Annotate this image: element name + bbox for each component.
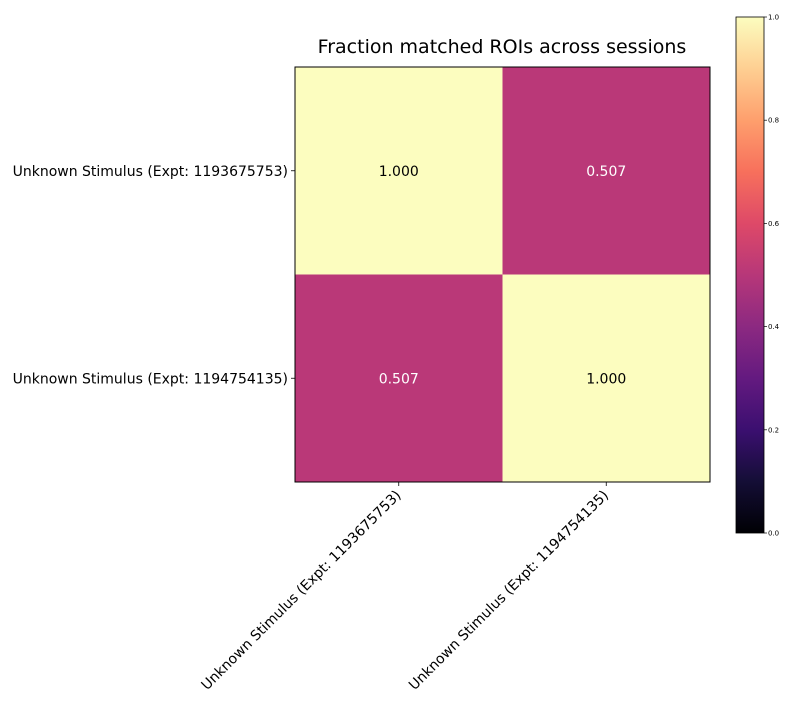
colorbar-tick-label: 0.8 <box>768 117 779 125</box>
heatmap-cells <box>295 67 710 482</box>
colorbar-tick-label: 1.0 <box>768 14 779 22</box>
heatmap-cell <box>502 67 710 275</box>
plot-frame <box>294 66 711 483</box>
colorbar-tick-label: 0.6 <box>768 220 780 228</box>
x-tick-label: Unknown Stimulus (Expt: 1193675753) <box>199 488 405 694</box>
colorbar-tick-label: 0.2 <box>768 426 779 434</box>
cell-value-label: 0.507 <box>586 164 626 180</box>
y-tick-label: Unknown Stimulus (Expt: 1194754135) <box>13 371 288 387</box>
heatmap-cell <box>295 274 503 482</box>
colorbar-tick-label: 0.0 <box>768 530 779 538</box>
colorbar-axis: 0.0 0.2 0.4 0.6 0.8 1.0 <box>764 14 780 538</box>
colorbar-tick-label: 0.4 <box>768 323 780 331</box>
heatmap-cell-labels: 1.000 0.507 0.507 1.000 <box>379 164 627 388</box>
heatmap-cell <box>295 67 503 275</box>
chart-title: Fraction matched ROIs across sessions <box>318 36 687 58</box>
x-tick-label: Unknown Stimulus (Expt: 1194754135) <box>406 488 612 694</box>
cell-value-label: 1.000 <box>586 371 626 387</box>
cell-value-label: 0.507 <box>379 371 419 387</box>
x-axis: Unknown Stimulus (Expt: 1193675753) Unkno… <box>199 482 612 694</box>
y-tick-label: Unknown Stimulus (Expt: 1193675753) <box>13 164 288 180</box>
colorbar <box>735 16 765 534</box>
heatmap-cell <box>502 274 710 482</box>
cell-value-label: 1.000 <box>379 164 419 180</box>
y-axis: Unknown Stimulus (Expt: 1193675753) Unkno… <box>13 164 295 387</box>
